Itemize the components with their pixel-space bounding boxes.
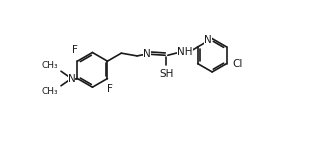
Text: F: F <box>72 46 78 56</box>
Text: CH₃: CH₃ <box>42 61 58 70</box>
Text: N: N <box>204 35 212 45</box>
Text: SH: SH <box>159 69 174 79</box>
Text: F: F <box>107 84 113 94</box>
Text: NH: NH <box>177 47 193 57</box>
Text: CH₃: CH₃ <box>42 87 58 96</box>
Text: N: N <box>68 73 75 83</box>
Text: N: N <box>143 49 151 59</box>
Text: Cl: Cl <box>232 59 243 69</box>
